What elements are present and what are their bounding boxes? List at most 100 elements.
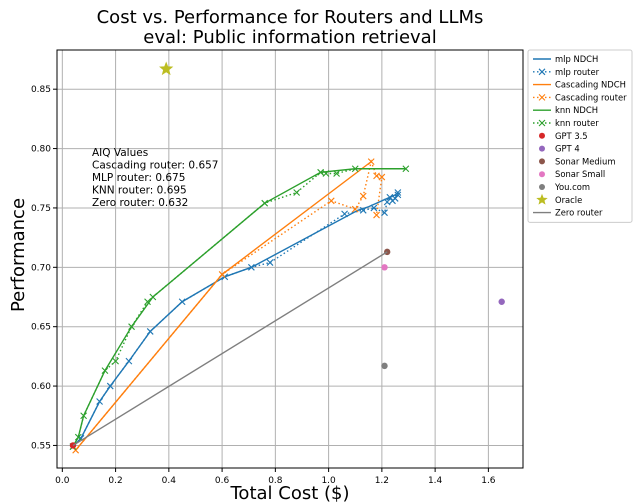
data-point [394,191,402,199]
legend-item-zero-router: Zero router [533,208,603,218]
data-point [381,209,388,217]
y-tick-label: 0.80 [31,145,51,155]
legend-item-knn-router: knn router [533,118,599,128]
data-point [367,158,375,166]
data-point [359,206,367,214]
data-point [112,357,119,365]
legend-frame [527,49,633,223]
legend-item-sonar-medium: Sonar Medium [539,156,615,166]
legend-label: GPT 3.5 [555,131,588,141]
series-sonar-small [381,264,388,271]
legend-swatch [539,145,545,152]
y-tick-label: 0.70 [31,263,51,273]
data-point [218,271,226,278]
legend-item-knn-ndch: knn NDCH [533,105,598,115]
data-point [341,210,348,218]
x-ticks: 0.0 0.2 0.4 0.6 0.8 1.0 1.2 1.4 1.6 [55,468,496,486]
data-point [149,293,157,301]
data-point [101,367,109,375]
legend-item-mlp-router: mlp router [533,67,600,77]
series-line [72,168,406,447]
data-point [402,165,410,173]
data-point [498,298,505,305]
data-point [373,172,380,180]
series-knn-ndch [72,168,406,447]
y-tick-label: 0.75 [31,204,51,214]
legend-swatch [539,158,545,165]
legend-item-cascading-ndch: Cascading NDCH [533,80,626,90]
legend-label: Sonar Medium [555,156,615,166]
series-zero-router [72,251,388,447]
x-tick-label: 1.0 [321,476,336,486]
axes-frame [56,49,524,469]
legend-item-oracle: Oracle [536,193,582,205]
legend-label: knn router [555,118,599,128]
data-point [293,189,301,196]
data-point [128,323,135,331]
legend-swatch [539,132,545,139]
legend-marker [538,94,546,101]
annotation-line: Cascading router: 0.657 [92,160,219,172]
legend-label: Cascading router [555,92,627,102]
data-point [125,357,133,365]
data-point [351,165,359,173]
x-tick-label: 1.6 [481,476,496,486]
data-point [317,168,325,176]
legend-label: Zero router [555,208,603,218]
legend-swatch [539,171,545,178]
series-line [72,192,399,448]
data-point [370,204,378,212]
data-point [106,382,114,390]
y-tick-label: 0.55 [31,441,51,451]
data-point [261,199,269,207]
data-point [359,192,367,200]
legend-marker [538,119,546,127]
legend-label: You.com [554,182,590,192]
legend-item-sonar-small: Sonar Small [539,169,605,179]
data-point [266,259,274,266]
data-point [381,362,388,370]
series-mlp-ndch [72,191,399,448]
x-axis-label: Total Cost ($) [230,483,350,503]
data-point [248,263,255,271]
series-cascading-router [72,158,386,454]
series-you-com [381,362,388,370]
annotation-line: Zero router: 0.632 [92,197,188,209]
legend-item-gpt-4: GPT 4 [539,144,580,154]
legend-label: knn NDCH [555,105,598,115]
data-point [386,193,394,201]
data-point [327,197,335,205]
annotation-line: AIQ Values [92,147,148,159]
data-point [351,205,359,213]
data-point [381,264,388,271]
data-point [80,412,88,420]
data-point [146,328,154,335]
data-point [394,189,402,196]
data-point [383,198,391,206]
legend-label: GPT 4 [555,144,580,154]
chart-subtitle: eval: Public information retrieval [143,27,436,48]
y-axis-label: Performance [8,198,29,312]
x-tick-label: 0.2 [108,476,122,486]
y-tick-label: 0.60 [31,382,51,392]
legend-label: mlp NDCH [555,54,598,64]
data-point [378,173,386,181]
x-tick-label: 0.6 [215,476,230,486]
x-tick-label: 0.8 [268,476,283,486]
legend-label: Cascading NDCH [555,80,626,90]
data-point [159,61,174,76]
data-point [333,170,340,177]
series-layer [69,61,505,454]
y-tick-label: 0.85 [31,85,51,95]
data-point [96,398,103,405]
grid [57,50,523,468]
legend-marker [538,68,546,76]
series-oracle [159,61,174,76]
data-point [178,298,186,306]
legend-swatch [536,193,548,205]
series-line [72,251,388,447]
data-point [373,211,380,219]
x-tick-label: 0.4 [162,476,177,486]
